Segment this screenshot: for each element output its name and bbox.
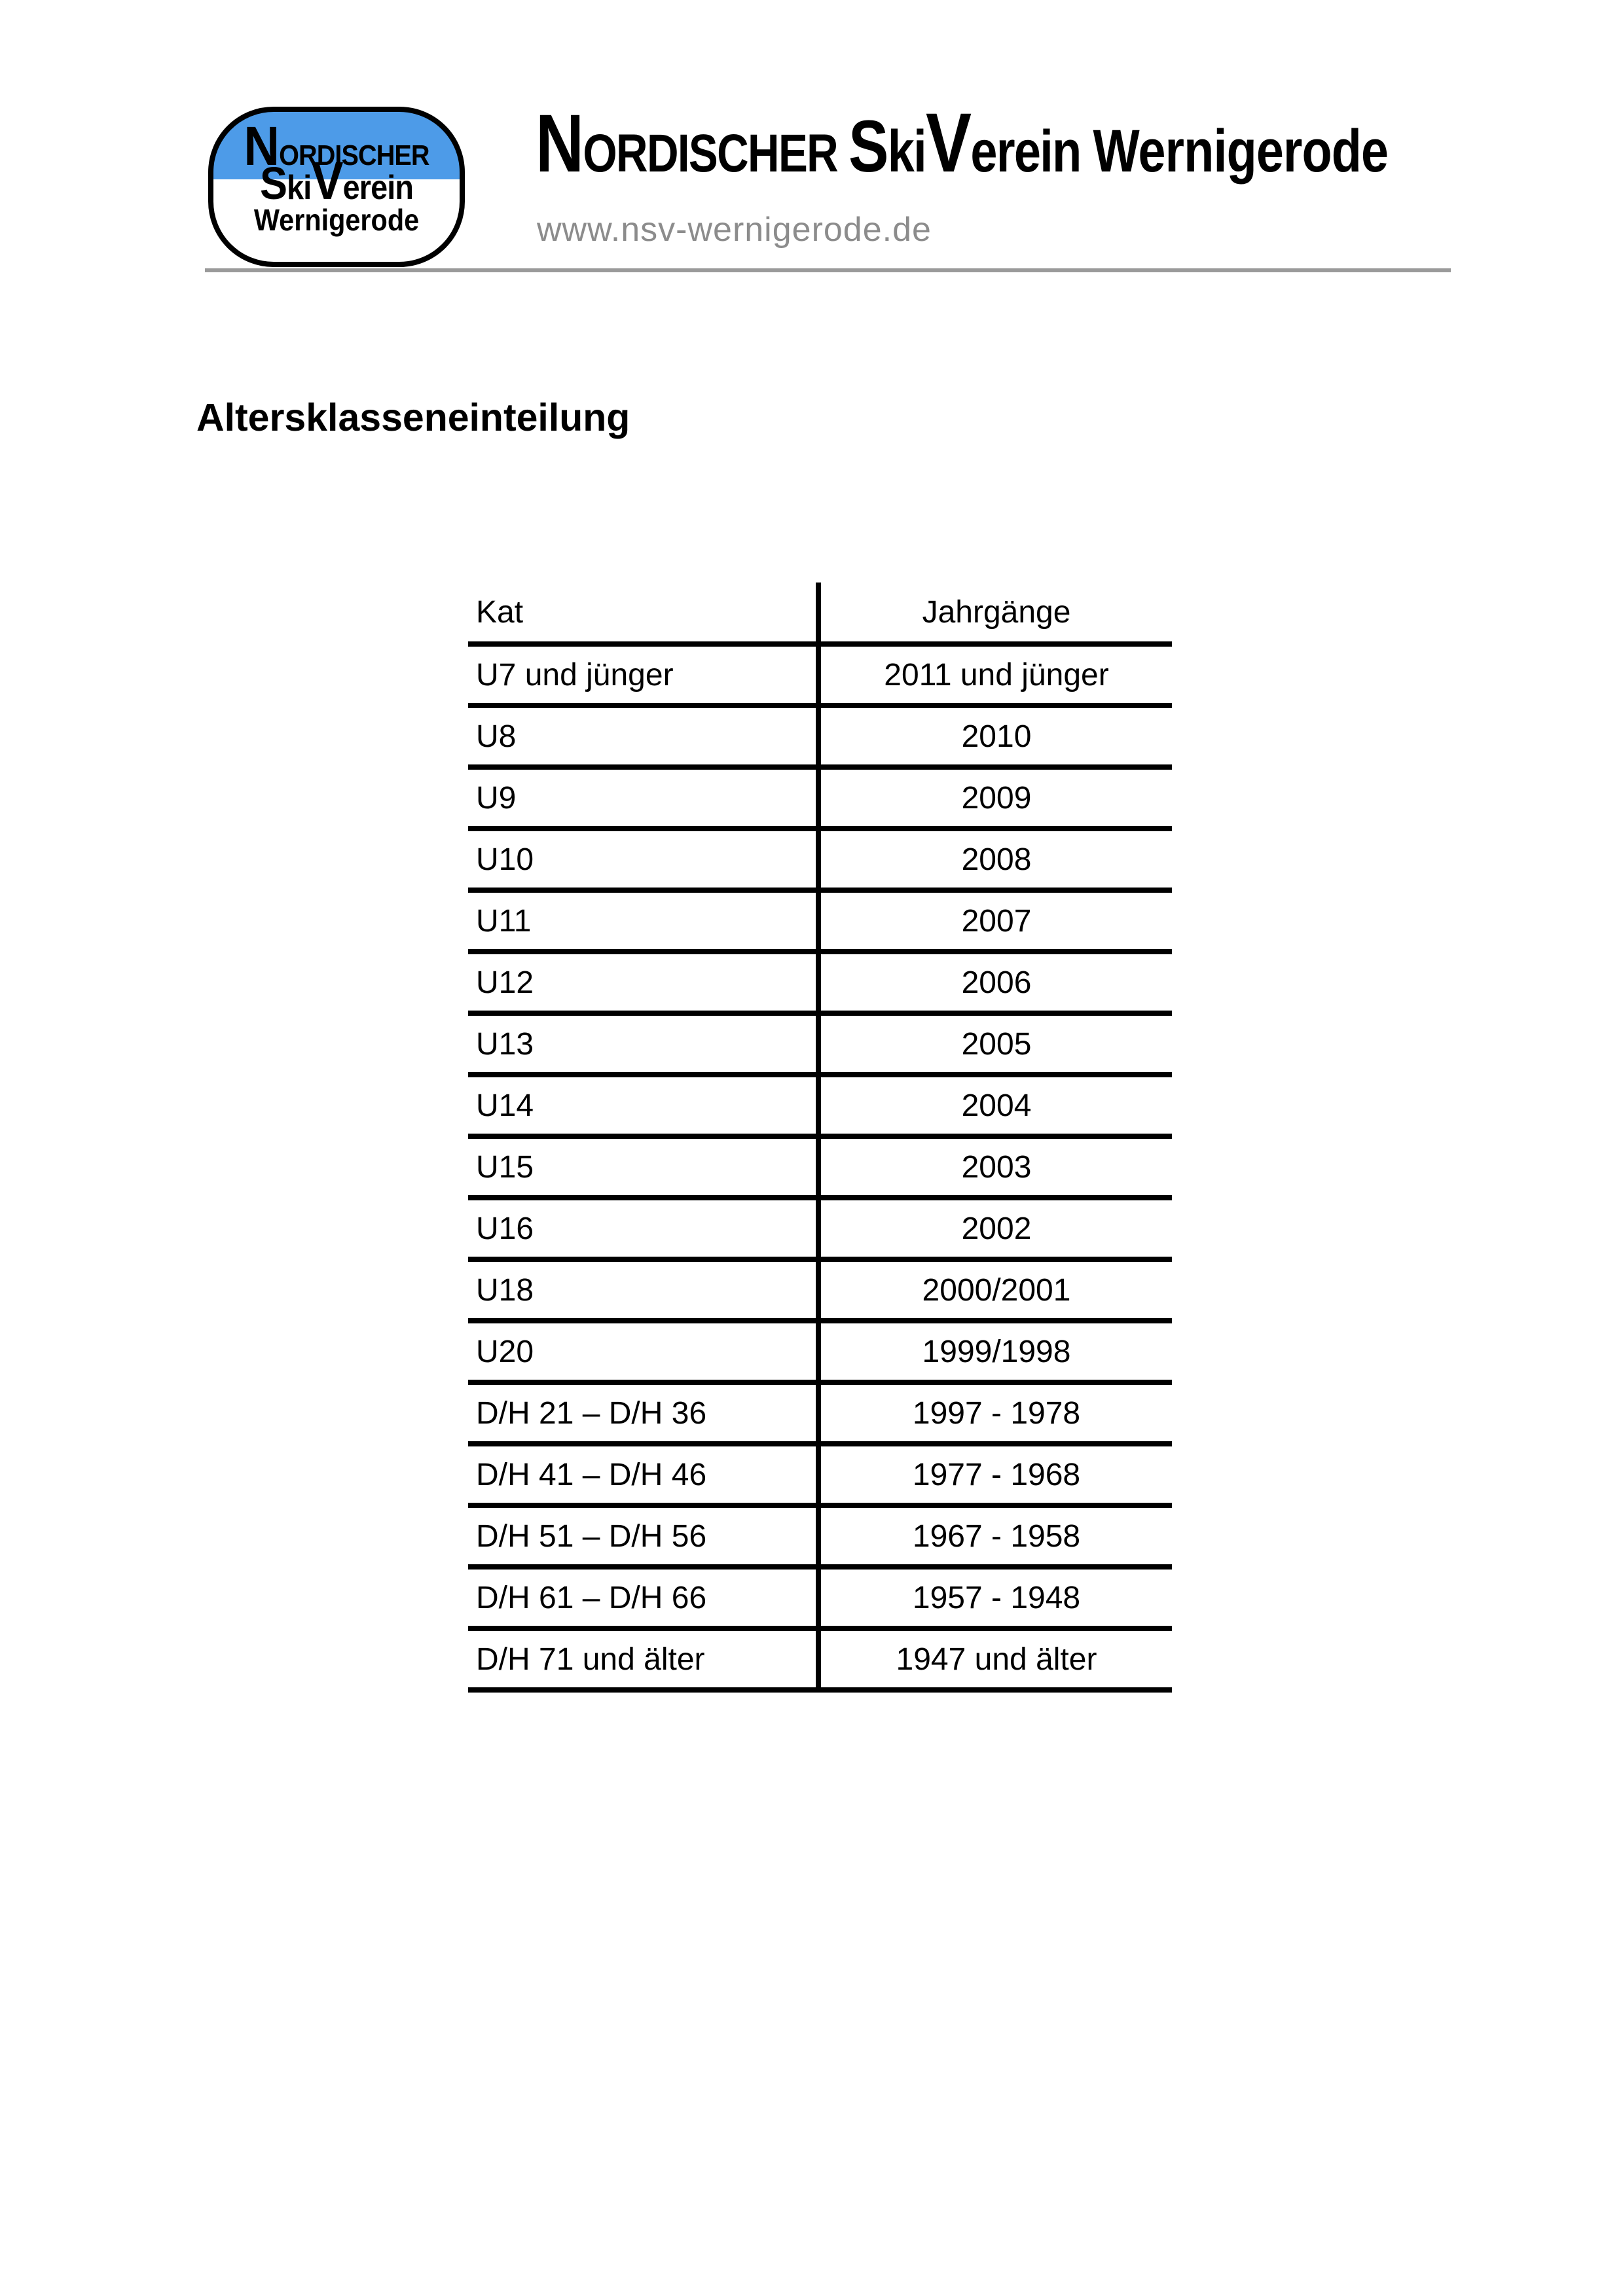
kat-cell: U11 xyxy=(468,890,821,954)
table-row: D/H 41 – D/H 46 1977 - 1968 xyxy=(468,1444,1172,1508)
table-row: D/H 51 – D/H 56 1967 - 1958 xyxy=(468,1505,1172,1570)
wordmark-initial-n: N xyxy=(536,98,584,189)
table-row: U16 2002 xyxy=(468,1198,1172,1262)
jahrgaenge-cell: 2006 xyxy=(818,952,1172,1016)
table-row: U12 2006 xyxy=(468,952,1172,1016)
logo-line-skiverein: SkiVerein xyxy=(259,151,414,215)
table-header-row: Kat Jahrgänge xyxy=(468,583,1172,647)
jahrgaenge-cell: 1977 - 1968 xyxy=(818,1444,1172,1508)
page-title: Altersklasseneinteilung xyxy=(196,396,630,439)
jahrgaenge-cell: 2007 xyxy=(818,890,1172,954)
kat-cell: D/H 41 – D/H 46 xyxy=(468,1444,821,1508)
wordmark-ski-rest: ki xyxy=(887,119,927,185)
jahrgaenge-column-header: Jahrgänge xyxy=(818,583,1172,647)
jahrgaenge-cell: 2000/2001 xyxy=(818,1259,1172,1323)
table-row: U18 2000/2001 xyxy=(468,1259,1172,1323)
jahrgaenge-cell: 2004 xyxy=(818,1075,1172,1139)
wordmark-verein-v: V xyxy=(926,96,972,190)
table-row: U10 2008 xyxy=(468,829,1172,893)
table-row: U7 und jünger 2011 und jünger xyxy=(468,644,1172,708)
club-logo: NORDISCHER SkiVerein Wernigerode xyxy=(208,107,465,267)
jahrgaenge-cell: 1999/1998 xyxy=(818,1321,1172,1385)
kat-cell: D/H 51 – D/H 56 xyxy=(468,1505,821,1570)
jahrgaenge-cell: 2008 xyxy=(818,829,1172,893)
kat-cell: U20 xyxy=(468,1321,821,1385)
kat-cell: D/H 21 – D/H 36 xyxy=(468,1382,821,1446)
jahrgaenge-cell: 1997 - 1978 xyxy=(818,1382,1172,1446)
kat-cell: U15 xyxy=(468,1136,821,1200)
table-row: U20 1999/1998 xyxy=(468,1321,1172,1385)
table-row: U13 2005 xyxy=(468,1013,1172,1077)
logo-line-wernigerode: Wernigerode xyxy=(253,203,420,237)
wordmark-space1 xyxy=(837,124,848,183)
kat-cell: U7 und jünger xyxy=(468,644,821,708)
jahrgaenge-cell: 2011 und jünger xyxy=(818,644,1172,708)
jahrgaenge-cell: 2010 xyxy=(818,706,1172,770)
table-row: D/H 71 und älter 1947 und älter xyxy=(468,1628,1172,1693)
table-row: D/H 61 – D/H 66 1957 - 1948 xyxy=(468,1567,1172,1631)
logo-verein-v: V xyxy=(311,151,343,211)
logo-verein-rest: erein xyxy=(342,169,414,207)
jahrgaenge-cell: 2002 xyxy=(818,1198,1172,1262)
logo-ski-rest: ki xyxy=(287,169,312,207)
kat-cell: U16 xyxy=(468,1198,821,1262)
kat-cell: U14 xyxy=(468,1075,821,1139)
logo-ordischer: ORDISCHER xyxy=(279,139,429,171)
website-url: www.nsv-wernigerode.de xyxy=(537,211,932,249)
kat-cell: U13 xyxy=(468,1013,821,1077)
kat-cell: U9 xyxy=(468,767,821,831)
kat-cell: D/H 71 und älter xyxy=(468,1628,821,1693)
jahrgaenge-cell: 2005 xyxy=(818,1013,1172,1077)
age-classes-table: Kat Jahrgänge U7 und jünger 2011 und jüng… xyxy=(468,583,1172,1693)
header-divider-rule xyxy=(205,268,1451,272)
table-row: U8 2010 xyxy=(468,706,1172,770)
jahrgaenge-cell: 2009 xyxy=(818,767,1172,831)
logo-ski-s: S xyxy=(259,158,287,209)
kat-cell: U18 xyxy=(468,1259,821,1323)
wordmark-space2 xyxy=(1081,119,1093,185)
logo-initial-n: N xyxy=(244,115,280,177)
jahrgaenge-cell: 2003 xyxy=(818,1136,1172,1200)
wordmark-verein-rest: erein xyxy=(970,119,1082,185)
table-row: U9 2009 xyxy=(468,767,1172,831)
jahrgaenge-cell: 1957 - 1948 xyxy=(818,1567,1172,1631)
kat-column-header: Kat xyxy=(468,583,821,647)
table-row: U11 2007 xyxy=(468,890,1172,954)
wordmark-ski-s: S xyxy=(848,105,888,187)
kat-cell: U10 xyxy=(468,829,821,893)
wordmark-city: Wernigerode xyxy=(1093,118,1389,185)
logo-line-nordischer: NORDISCHER xyxy=(244,118,429,183)
kat-cell: D/H 61 – D/H 66 xyxy=(468,1567,821,1631)
table-row: D/H 21 – D/H 36 1997 - 1978 xyxy=(468,1382,1172,1446)
kat-cell: U12 xyxy=(468,952,821,1016)
jahrgaenge-cell: 1967 - 1958 xyxy=(818,1505,1172,1570)
jahrgaenge-cell: 1947 und älter xyxy=(818,1628,1172,1693)
kat-cell: U8 xyxy=(468,706,821,770)
club-wordmark: NORDISCHER SkiVerein Wernigerode xyxy=(536,101,1389,194)
wordmark-ordischer: ORDISCHER xyxy=(583,124,838,183)
table-row: U14 2004 xyxy=(468,1075,1172,1139)
table-row: U15 2003 xyxy=(468,1136,1172,1200)
